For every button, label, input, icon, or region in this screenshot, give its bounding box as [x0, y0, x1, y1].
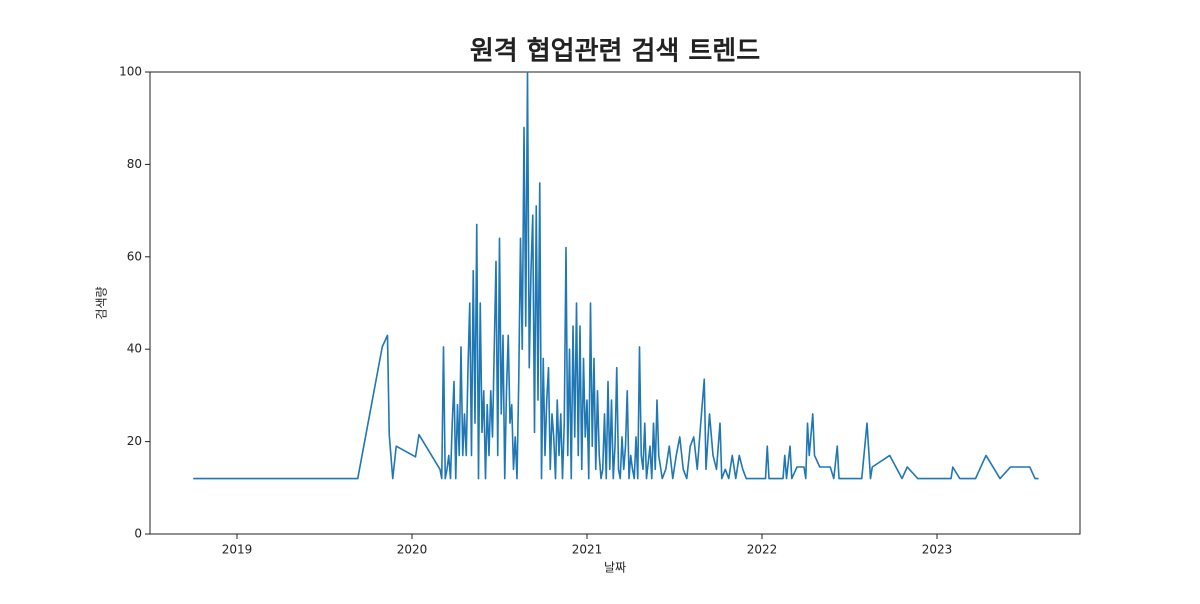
- y-tick-label: 20: [127, 434, 142, 448]
- x-tick-label: 2019: [222, 543, 253, 557]
- y-tick-label: 40: [127, 342, 142, 356]
- y-tick-label: 100: [119, 65, 142, 79]
- y-axis-label: 검색량: [95, 286, 109, 319]
- x-tick-label: 2021: [572, 543, 603, 557]
- x-axis-label: 날짜: [604, 561, 626, 575]
- chart-title: 원격 협업관련 검색 트렌드: [470, 37, 760, 67]
- plot-frame: [149, 71, 1081, 535]
- x-tick-label: 2022: [747, 543, 778, 557]
- y-tick-label: 0: [134, 527, 142, 541]
- x-tick-label: 2023: [922, 543, 953, 557]
- y-tick-label: 60: [127, 249, 142, 263]
- series-line: [193, 71, 1039, 480]
- y-tick-label: 80: [127, 157, 142, 171]
- x-tick-label: 2020: [397, 543, 428, 557]
